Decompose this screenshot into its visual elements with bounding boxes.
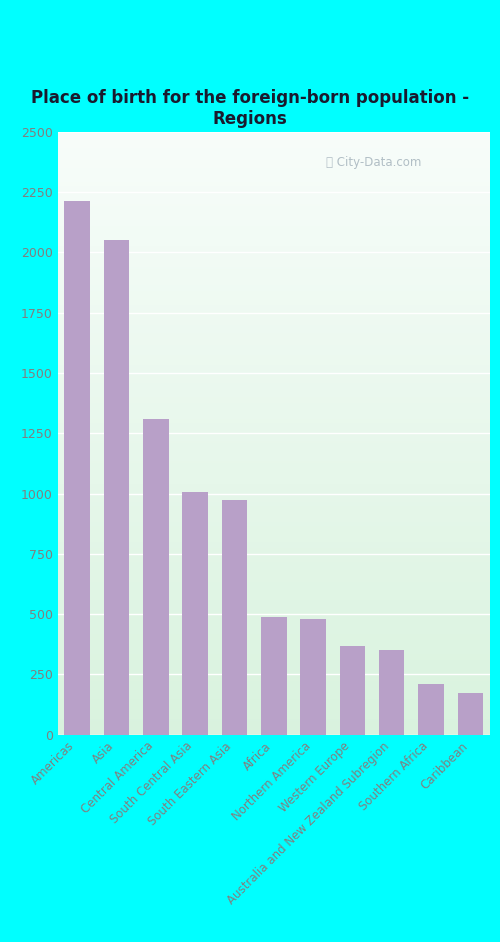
Bar (261, 617, 286, 735)
Bar (379, 650, 404, 735)
Bar (300, 619, 326, 735)
Bar (340, 645, 365, 735)
Bar (222, 499, 247, 735)
Bar (104, 240, 130, 735)
Bar (64, 201, 90, 735)
Bar (143, 419, 169, 735)
Bar (182, 493, 208, 735)
Bar (458, 692, 483, 735)
Text: Place of birth for the foreign-born population -
Regions: Place of birth for the foreign-born popu… (31, 89, 469, 128)
Text: ⓘ City-Data.com: ⓘ City-Data.com (326, 156, 421, 169)
Bar (418, 684, 444, 735)
